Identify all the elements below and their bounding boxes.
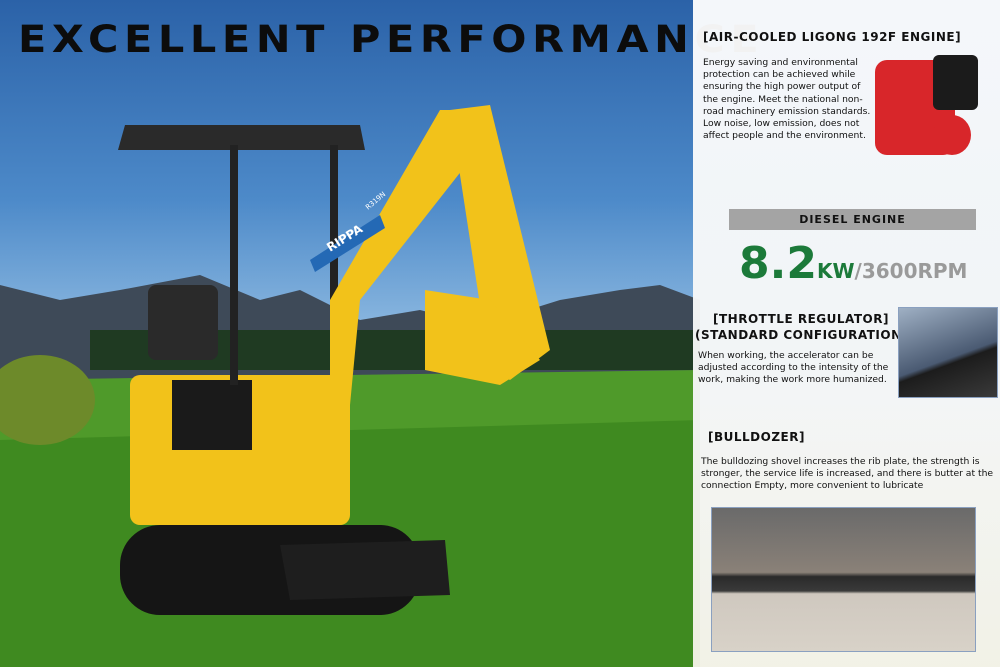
power-value: 8.2 [739,238,817,289]
power-spec: 8.2KW/3600RPM [739,238,967,289]
power-unit: KW [816,259,855,283]
bulldozer-title: [BULLDOZER] [708,430,805,444]
engine-photo [873,50,983,170]
throttle-description: When working, the accelerator can be adj… [698,350,889,386]
features-panel: [AIR-COOLED LIGONG 192F ENGINE] Energy s… [693,0,1000,667]
page-title: EXCELLENT PERFORMANCE [18,18,765,61]
engine-title: [AIR-COOLED LIGONG 192F ENGINE] [703,30,962,44]
throttle-subtitle: (STANDARD CONFIGURATION) [695,328,908,342]
diesel-engine-label: DIESEL ENGINE [729,209,976,230]
rated-speed: /3600RPM [854,259,968,283]
throttle-title: [THROTTLE REGULATOR] [713,312,889,326]
excavator: RIPPA R319N [118,105,550,615]
throttle-photo [898,307,998,398]
engine-description: Energy saving and environmental protecti… [703,57,871,142]
bulldozer-photo [711,507,976,652]
bulldozer-description: The bulldozing shovel increases the rib … [701,456,994,492]
tree-left [0,355,95,445]
